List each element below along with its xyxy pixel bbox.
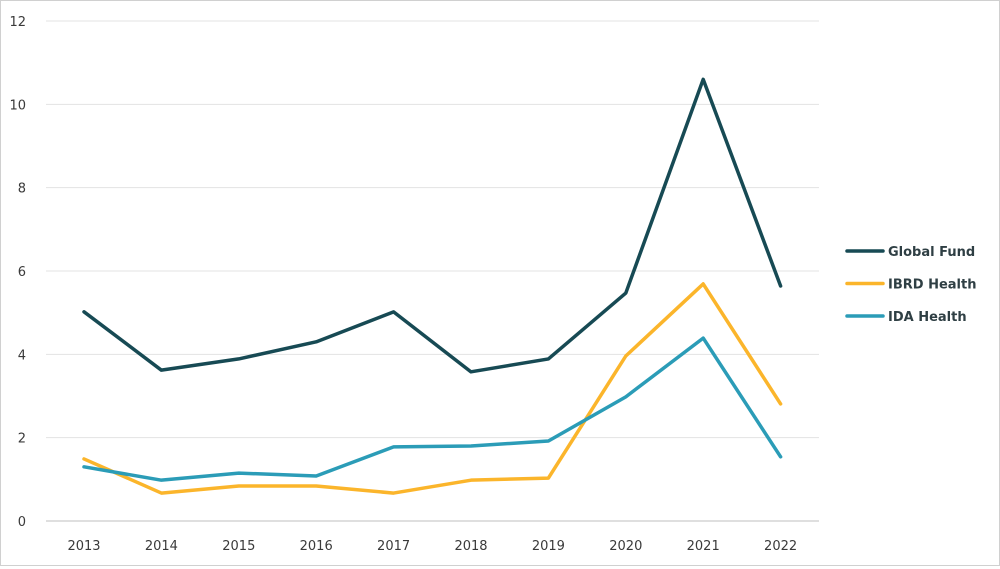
y-tick-label: 2: [18, 432, 26, 447]
x-tick-label: 2020: [609, 539, 642, 554]
y-tick-label: 10: [9, 98, 26, 113]
series-line-global-fund: [84, 79, 781, 372]
x-tick-label: 2015: [222, 539, 255, 554]
x-tick-label: 2013: [67, 539, 100, 554]
legend-label: IBRD Health: [888, 278, 976, 293]
x-tick-label: 2014: [145, 539, 178, 554]
series-line-ibrd-health: [84, 284, 781, 493]
legend-label: Global Fund: [888, 245, 975, 260]
y-tick-label: 6: [18, 265, 26, 280]
x-tick-label: 2016: [300, 539, 333, 554]
x-tick-label: 2022: [764, 539, 797, 554]
x-tick-label: 2019: [532, 539, 565, 554]
y-tick-label: 0: [18, 515, 26, 530]
y-tick-label: 4: [18, 348, 26, 363]
x-tick-label: 2018: [454, 539, 487, 554]
x-tick-label: 2021: [687, 539, 720, 554]
y-tick-label: 12: [9, 15, 26, 30]
series-line-ida-health: [84, 338, 781, 480]
x-tick-label: 2017: [377, 539, 410, 554]
legend-label: IDA Health: [888, 310, 967, 325]
y-tick-label: 8: [18, 182, 26, 197]
